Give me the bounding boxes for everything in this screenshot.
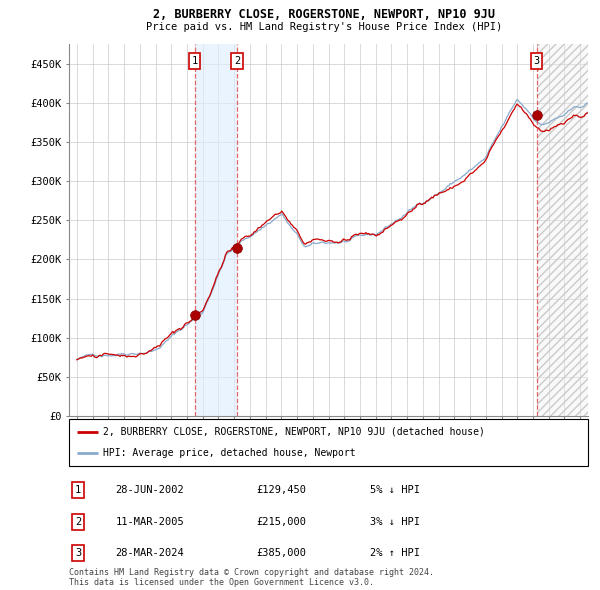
Text: 2, BURBERRY CLOSE, ROGERSTONE, NEWPORT, NP10 9JU (detached house): 2, BURBERRY CLOSE, ROGERSTONE, NEWPORT, … [103, 427, 485, 437]
Text: £385,000: £385,000 [256, 548, 306, 558]
Text: 2% ↑ HPI: 2% ↑ HPI [370, 548, 420, 558]
Text: 3: 3 [75, 548, 82, 558]
Text: HPI: Average price, detached house, Newport: HPI: Average price, detached house, Newp… [103, 448, 355, 458]
Text: £129,450: £129,450 [256, 485, 306, 494]
Text: 28-JUN-2002: 28-JUN-2002 [116, 485, 184, 494]
Text: 5% ↓ HPI: 5% ↓ HPI [370, 485, 420, 494]
Text: 2: 2 [75, 517, 82, 527]
Text: 3: 3 [533, 56, 540, 66]
Text: 1: 1 [75, 485, 82, 494]
Text: 28-MAR-2024: 28-MAR-2024 [116, 548, 184, 558]
Text: 2, BURBERRY CLOSE, ROGERSTONE, NEWPORT, NP10 9JU: 2, BURBERRY CLOSE, ROGERSTONE, NEWPORT, … [153, 8, 495, 21]
Text: Contains HM Land Registry data © Crown copyright and database right 2024.
This d: Contains HM Land Registry data © Crown c… [69, 568, 434, 587]
Text: 11-MAR-2005: 11-MAR-2005 [116, 517, 184, 527]
Text: 2: 2 [234, 56, 240, 66]
Text: Price paid vs. HM Land Registry's House Price Index (HPI): Price paid vs. HM Land Registry's House … [146, 22, 502, 32]
Bar [537, 44, 588, 416]
Text: 1: 1 [191, 56, 198, 66]
Text: 3% ↓ HPI: 3% ↓ HPI [370, 517, 420, 527]
Bar [194, 44, 237, 416]
Text: £215,000: £215,000 [256, 517, 306, 527]
Bar [537, 44, 588, 416]
